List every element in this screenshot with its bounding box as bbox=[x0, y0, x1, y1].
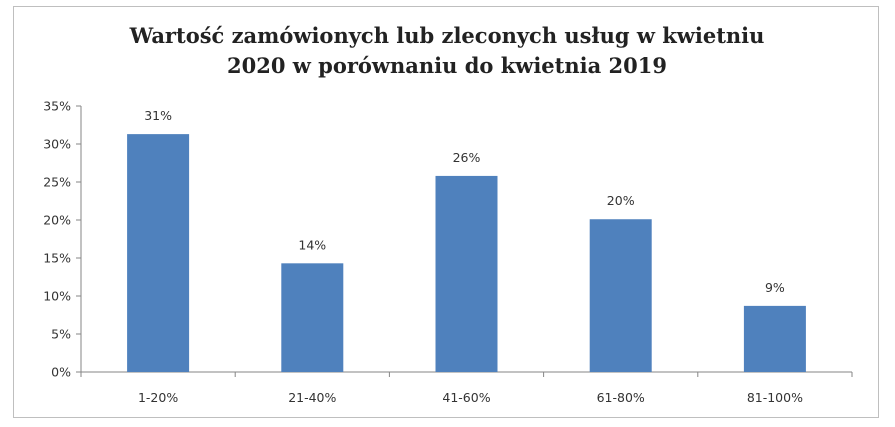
x-category-label: 81-100% bbox=[747, 390, 803, 405]
chart-title: Wartość zamówionych lub zleconych usług … bbox=[14, 21, 880, 81]
data-label: 9% bbox=[765, 280, 785, 295]
bar bbox=[743, 305, 806, 372]
y-tick-label: 30% bbox=[43, 137, 71, 152]
y-tick-label: 0% bbox=[51, 365, 71, 380]
y-tick-label: 10% bbox=[43, 289, 71, 304]
x-category-label: 21-40% bbox=[288, 390, 336, 405]
y-tick-label: 20% bbox=[43, 213, 71, 228]
bar bbox=[435, 175, 498, 372]
y-tick-label: 5% bbox=[51, 327, 71, 342]
y-tick-label: 35% bbox=[43, 99, 71, 114]
y-tick-label: 15% bbox=[43, 251, 71, 266]
bar bbox=[127, 134, 190, 372]
x-category-label: 61-80% bbox=[597, 390, 645, 405]
bar bbox=[589, 219, 652, 372]
data-label: 31% bbox=[144, 108, 172, 123]
y-tick-label: 25% bbox=[43, 175, 71, 190]
data-label: 20% bbox=[607, 193, 635, 208]
x-category-label: 41-60% bbox=[442, 390, 490, 405]
data-label: 14% bbox=[298, 237, 326, 252]
chart-title-line-1: Wartość zamówionych lub zleconych usług … bbox=[129, 23, 765, 48]
data-label: 26% bbox=[453, 150, 481, 165]
chart-title-line-2: 2020 w porównaniu do kwietnia 2019 bbox=[227, 53, 667, 78]
bar bbox=[281, 263, 344, 372]
x-category-label: 1-20% bbox=[138, 390, 178, 405]
